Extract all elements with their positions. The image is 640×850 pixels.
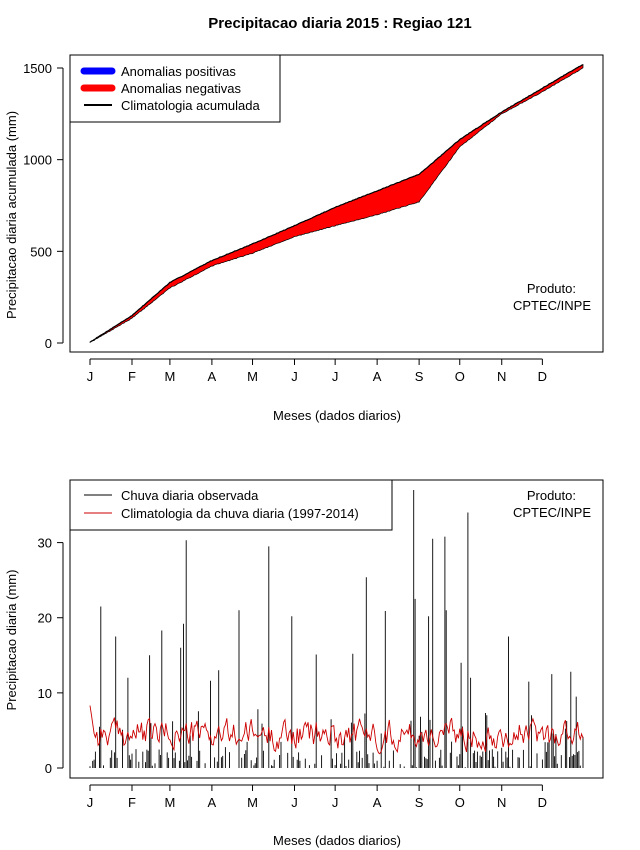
bottom-producer-line2: CPTEC/INPE [513,505,591,520]
bottom-x-tick-label: M [164,795,175,810]
top-y-tick-label: 1500 [23,61,52,76]
bottom-y-tick-label: 30 [38,536,52,551]
top-x-tick-label: A [373,369,382,384]
bottom-x-tick-label: J [291,795,298,810]
bottom-x-tick-label: J [332,795,339,810]
bottom-plot-area [89,490,584,768]
top-x-tick-label: F [128,369,136,384]
bottom-x-tick-label: D [538,795,547,810]
bottom-x-tick-label: A [208,795,217,810]
bottom-x-tick-label: F [128,795,136,810]
top-x-tick-label: S [415,369,424,384]
chart-title: Precipitacao diaria 2015 : Regiao 121 [208,15,472,32]
bottom-x-tick-label: N [497,795,506,810]
top-producer-line1: Produto: [527,281,576,296]
bottom-x-axis-label: Meses (dados diarios) [273,833,401,848]
legend-label-daily-climatology: Climatologia da chuva diaria (1997-2014) [121,506,359,521]
climatology-accumulated-line [89,64,584,343]
top-x-tick-label: J [87,369,94,384]
top-y-tick-label: 0 [45,336,52,351]
top-x-tick-label: J [332,369,339,384]
bottom-y-axis: 0 10 20 30 [38,536,64,776]
daily-chart: 0 10 20 30 J F M A M J J A S O N D Precipitacao diaria… [4,479,604,848]
top-x-tick-label: O [455,369,465,384]
top-producer-line2: CPTEC/INPE [513,298,591,313]
top-y-tick-label: 1000 [23,153,52,168]
bottom-x-tick-label: J [87,795,94,810]
legend-label-climatology: Climatologia acumulada [121,98,261,113]
bottom-y-tick-label: 0 [45,761,52,776]
legend-label-observed: Chuva diaria observada [121,488,259,503]
top-y-axis-label: Precipitacao diaria acumulada (mm) [4,111,19,319]
daily-climatology-line [89,705,584,755]
bottom-x-tick-label: O [455,795,465,810]
bottom-x-tick-label: A [373,795,382,810]
top-x-tick-label: M [164,369,175,384]
top-legend: Anomalias positivas Anomalias negativas … [69,54,281,123]
observed-daily-rain-bars [89,490,584,768]
top-x-tick-label: J [291,369,298,384]
bottom-y-tick-label: 20 [38,611,52,626]
top-plot-area [89,64,584,343]
accumulated-chart: 0 500 1000 1500 J F M A M J J A S O N D Precipitacao d… [4,54,604,423]
top-x-tick-label: N [497,369,506,384]
bottom-y-axis-label: Precipitacao diaria (mm) [4,570,19,711]
bottom-legend: Chuva diaria observada Climatologia da c… [69,479,393,531]
top-y-tick-label: 500 [30,244,52,259]
top-y-axis: 0 500 1000 1500 [23,61,64,351]
legend-label-positive: Anomalias positivas [121,64,236,79]
bottom-legend-box [69,479,393,531]
top-x-axis-label: Meses (dados diarios) [273,408,401,423]
top-x-tick-label: D [538,369,547,384]
bottom-y-tick-label: 10 [38,686,52,701]
bottom-x-tick-label: S [415,795,424,810]
top-x-tick-label: A [208,369,217,384]
top-plot-frame [69,54,604,353]
legend-label-negative: Anomalias negativas [121,81,241,96]
bottom-producer-line1: Produto: [527,488,576,503]
top-x-tick-label: M [247,369,258,384]
bottom-x-tick-label: M [247,795,258,810]
